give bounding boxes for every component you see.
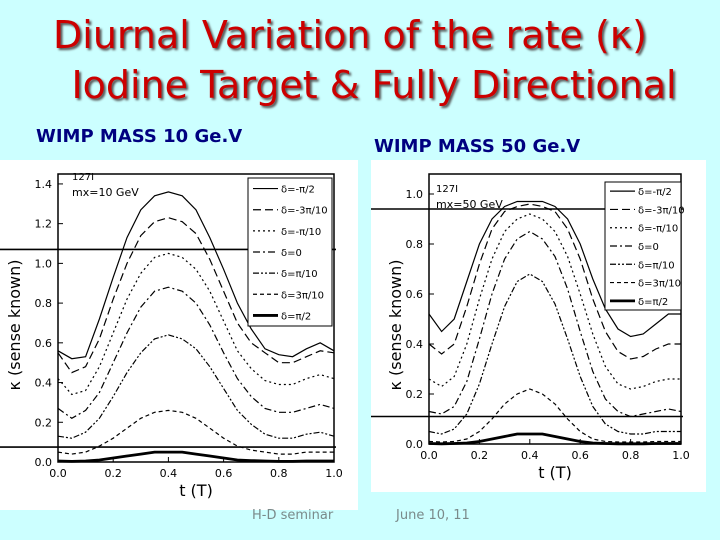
series-line — [428, 230, 682, 418]
y-tick-label: 0.4 — [35, 377, 53, 390]
legend-label: δ=π/10 — [281, 269, 318, 280]
x-tick-label: 0.0 — [420, 449, 438, 462]
series-line — [57, 450, 334, 463]
legend-label: δ=3π/10 — [281, 290, 324, 301]
legend-label: δ=-π/10 — [638, 224, 678, 235]
x-tick-label: 0.6 — [571, 449, 589, 462]
series-line — [428, 203, 681, 360]
y-tick-label: 0.4 — [406, 338, 424, 351]
legend-box — [247, 177, 333, 327]
mass-annotation: mx=10 GeV — [72, 186, 139, 199]
x-tick-label: 0.0 — [49, 467, 67, 480]
legend-label: δ=3π/10 — [638, 279, 681, 290]
y-tick-label: 0.0 — [35, 456, 53, 469]
y-tick-label: 0.2 — [35, 416, 53, 429]
series-line — [57, 409, 334, 455]
series-line — [57, 334, 335, 439]
legend-label: δ=-π/2 — [281, 185, 315, 196]
mass-annotation: mx=50 GeV — [436, 198, 503, 211]
slide-title-line-1: Diurnal Variation of the rate (κ) — [53, 13, 647, 57]
left-chart-panel: 0.0 0.2 0.4 0.6 0.8 1.0 0.0 0.2 0.4 0.6 0.8 1.0 1.2 1… — [0, 160, 358, 510]
x-tick-label: 0.2 — [471, 449, 489, 462]
series-line — [428, 432, 681, 446]
y-axis-label: κ (sense known) — [5, 259, 24, 390]
right-chart-heading: WIMP MASS 50 Ge.V — [374, 136, 581, 157]
legend-label: δ=0 — [638, 242, 659, 253]
isotope-annotation: 127I — [436, 184, 458, 195]
plot-frame — [57, 173, 335, 463]
legend-label: δ=0 — [281, 248, 302, 259]
y-tick-label: 0.8 — [406, 238, 424, 251]
legend-label: δ=-3π/10 — [281, 206, 328, 217]
series-line — [57, 217, 335, 374]
series-line — [57, 252, 335, 396]
legend-box — [604, 181, 682, 311]
series-line — [428, 200, 681, 338]
x-axis-label: t (T) — [538, 463, 572, 482]
legend-label: δ=π/2 — [638, 297, 668, 308]
y-tick-label: 1.0 — [406, 188, 424, 201]
right-chart-panel: 0.0 0.2 0.4 0.6 0.8 1.0 0.0 0.2 0.4 0.6 0.8 1.0 t (T… — [371, 160, 706, 492]
y-tick-label: 1.4 — [35, 178, 53, 191]
left-chart-heading: WIMP MASS 10 Ge.V — [36, 126, 243, 147]
y-tick-label: 1.0 — [35, 257, 53, 270]
series-line — [428, 388, 681, 443]
series-line — [57, 286, 335, 420]
y-tick-label: 0.2 — [406, 388, 424, 401]
footer-date: June 10, 11 — [396, 508, 470, 523]
legend-label: δ=π/2 — [281, 311, 311, 322]
series-line — [428, 273, 681, 435]
y-tick-label: 0.6 — [406, 288, 424, 301]
y-tick-label: 0.0 — [406, 438, 424, 451]
y-tick-label: 0.8 — [35, 297, 53, 310]
x-axis-label: t (T) — [179, 481, 213, 500]
left-chart: 0.0 0.2 0.4 0.6 0.8 1.0 0.0 0.2 0.4 0.6 0.8 1.0 1.2 1… — [0, 172, 343, 500]
series-line — [428, 213, 681, 390]
y-tick-label: 0.6 — [35, 337, 53, 350]
x-tick-label: 0.8 — [270, 467, 288, 480]
slide-title-line-2: Iodine Target & Fully Directional — [71, 63, 677, 107]
legend-label: δ=-π/2 — [638, 187, 672, 198]
x-tick-label: 0.4 — [160, 467, 178, 480]
footer-seminar: H-D seminar — [252, 508, 334, 523]
legend-label: δ=π/10 — [638, 260, 675, 271]
x-tick-label: 0.2 — [104, 467, 122, 480]
y-tick-label: 1.2 — [35, 218, 53, 231]
legend-label: δ=-3π/10 — [638, 205, 685, 216]
legend-label: δ=-π/10 — [281, 227, 321, 238]
x-tick-label: 1.0 — [325, 467, 343, 480]
x-tick-label: 0.8 — [622, 449, 640, 462]
y-axis-label: κ (sense known) — [386, 259, 405, 390]
x-tick-label: 0.4 — [521, 449, 539, 462]
x-tick-label: 0.6 — [215, 467, 233, 480]
series-line — [57, 191, 335, 360]
isotope-annotation: 127I — [72, 172, 94, 183]
right-chart: 0.0 0.2 0.4 0.6 0.8 1.0 0.0 0.2 0.4 0.6 0.8 1.0 t (T… — [371, 173, 690, 482]
x-tick-label: 1.0 — [672, 449, 690, 462]
